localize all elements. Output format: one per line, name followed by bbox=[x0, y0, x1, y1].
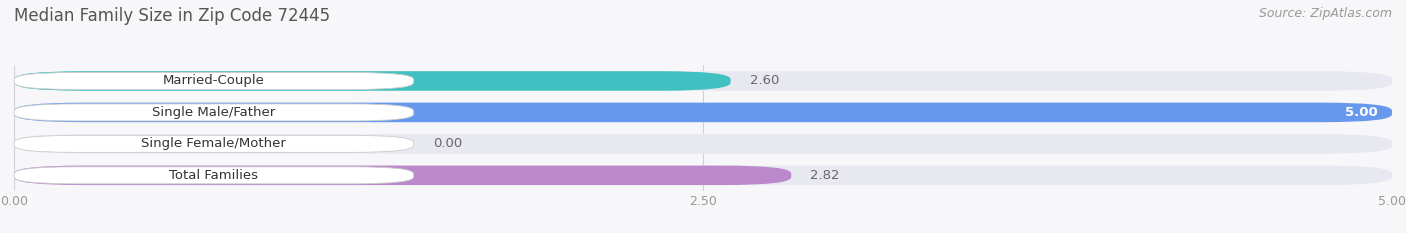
Text: 2.60: 2.60 bbox=[749, 75, 779, 87]
Text: Source: ZipAtlas.com: Source: ZipAtlas.com bbox=[1258, 7, 1392, 20]
FancyBboxPatch shape bbox=[14, 167, 413, 184]
FancyBboxPatch shape bbox=[14, 71, 731, 91]
FancyBboxPatch shape bbox=[14, 166, 1392, 185]
FancyBboxPatch shape bbox=[14, 72, 413, 89]
Text: 2.82: 2.82 bbox=[810, 169, 839, 182]
Text: Married-Couple: Married-Couple bbox=[163, 75, 264, 87]
FancyBboxPatch shape bbox=[14, 135, 413, 152]
Text: Median Family Size in Zip Code 72445: Median Family Size in Zip Code 72445 bbox=[14, 7, 330, 25]
Text: Single Female/Mother: Single Female/Mother bbox=[142, 137, 287, 150]
Text: Single Male/Father: Single Male/Father bbox=[152, 106, 276, 119]
Text: 0.00: 0.00 bbox=[433, 137, 463, 150]
Text: 5.00: 5.00 bbox=[1346, 106, 1378, 119]
FancyBboxPatch shape bbox=[14, 103, 1392, 122]
FancyBboxPatch shape bbox=[14, 104, 413, 121]
FancyBboxPatch shape bbox=[14, 71, 1392, 91]
FancyBboxPatch shape bbox=[14, 134, 1392, 154]
FancyBboxPatch shape bbox=[14, 103, 1392, 122]
Text: Total Families: Total Families bbox=[169, 169, 259, 182]
FancyBboxPatch shape bbox=[14, 166, 792, 185]
